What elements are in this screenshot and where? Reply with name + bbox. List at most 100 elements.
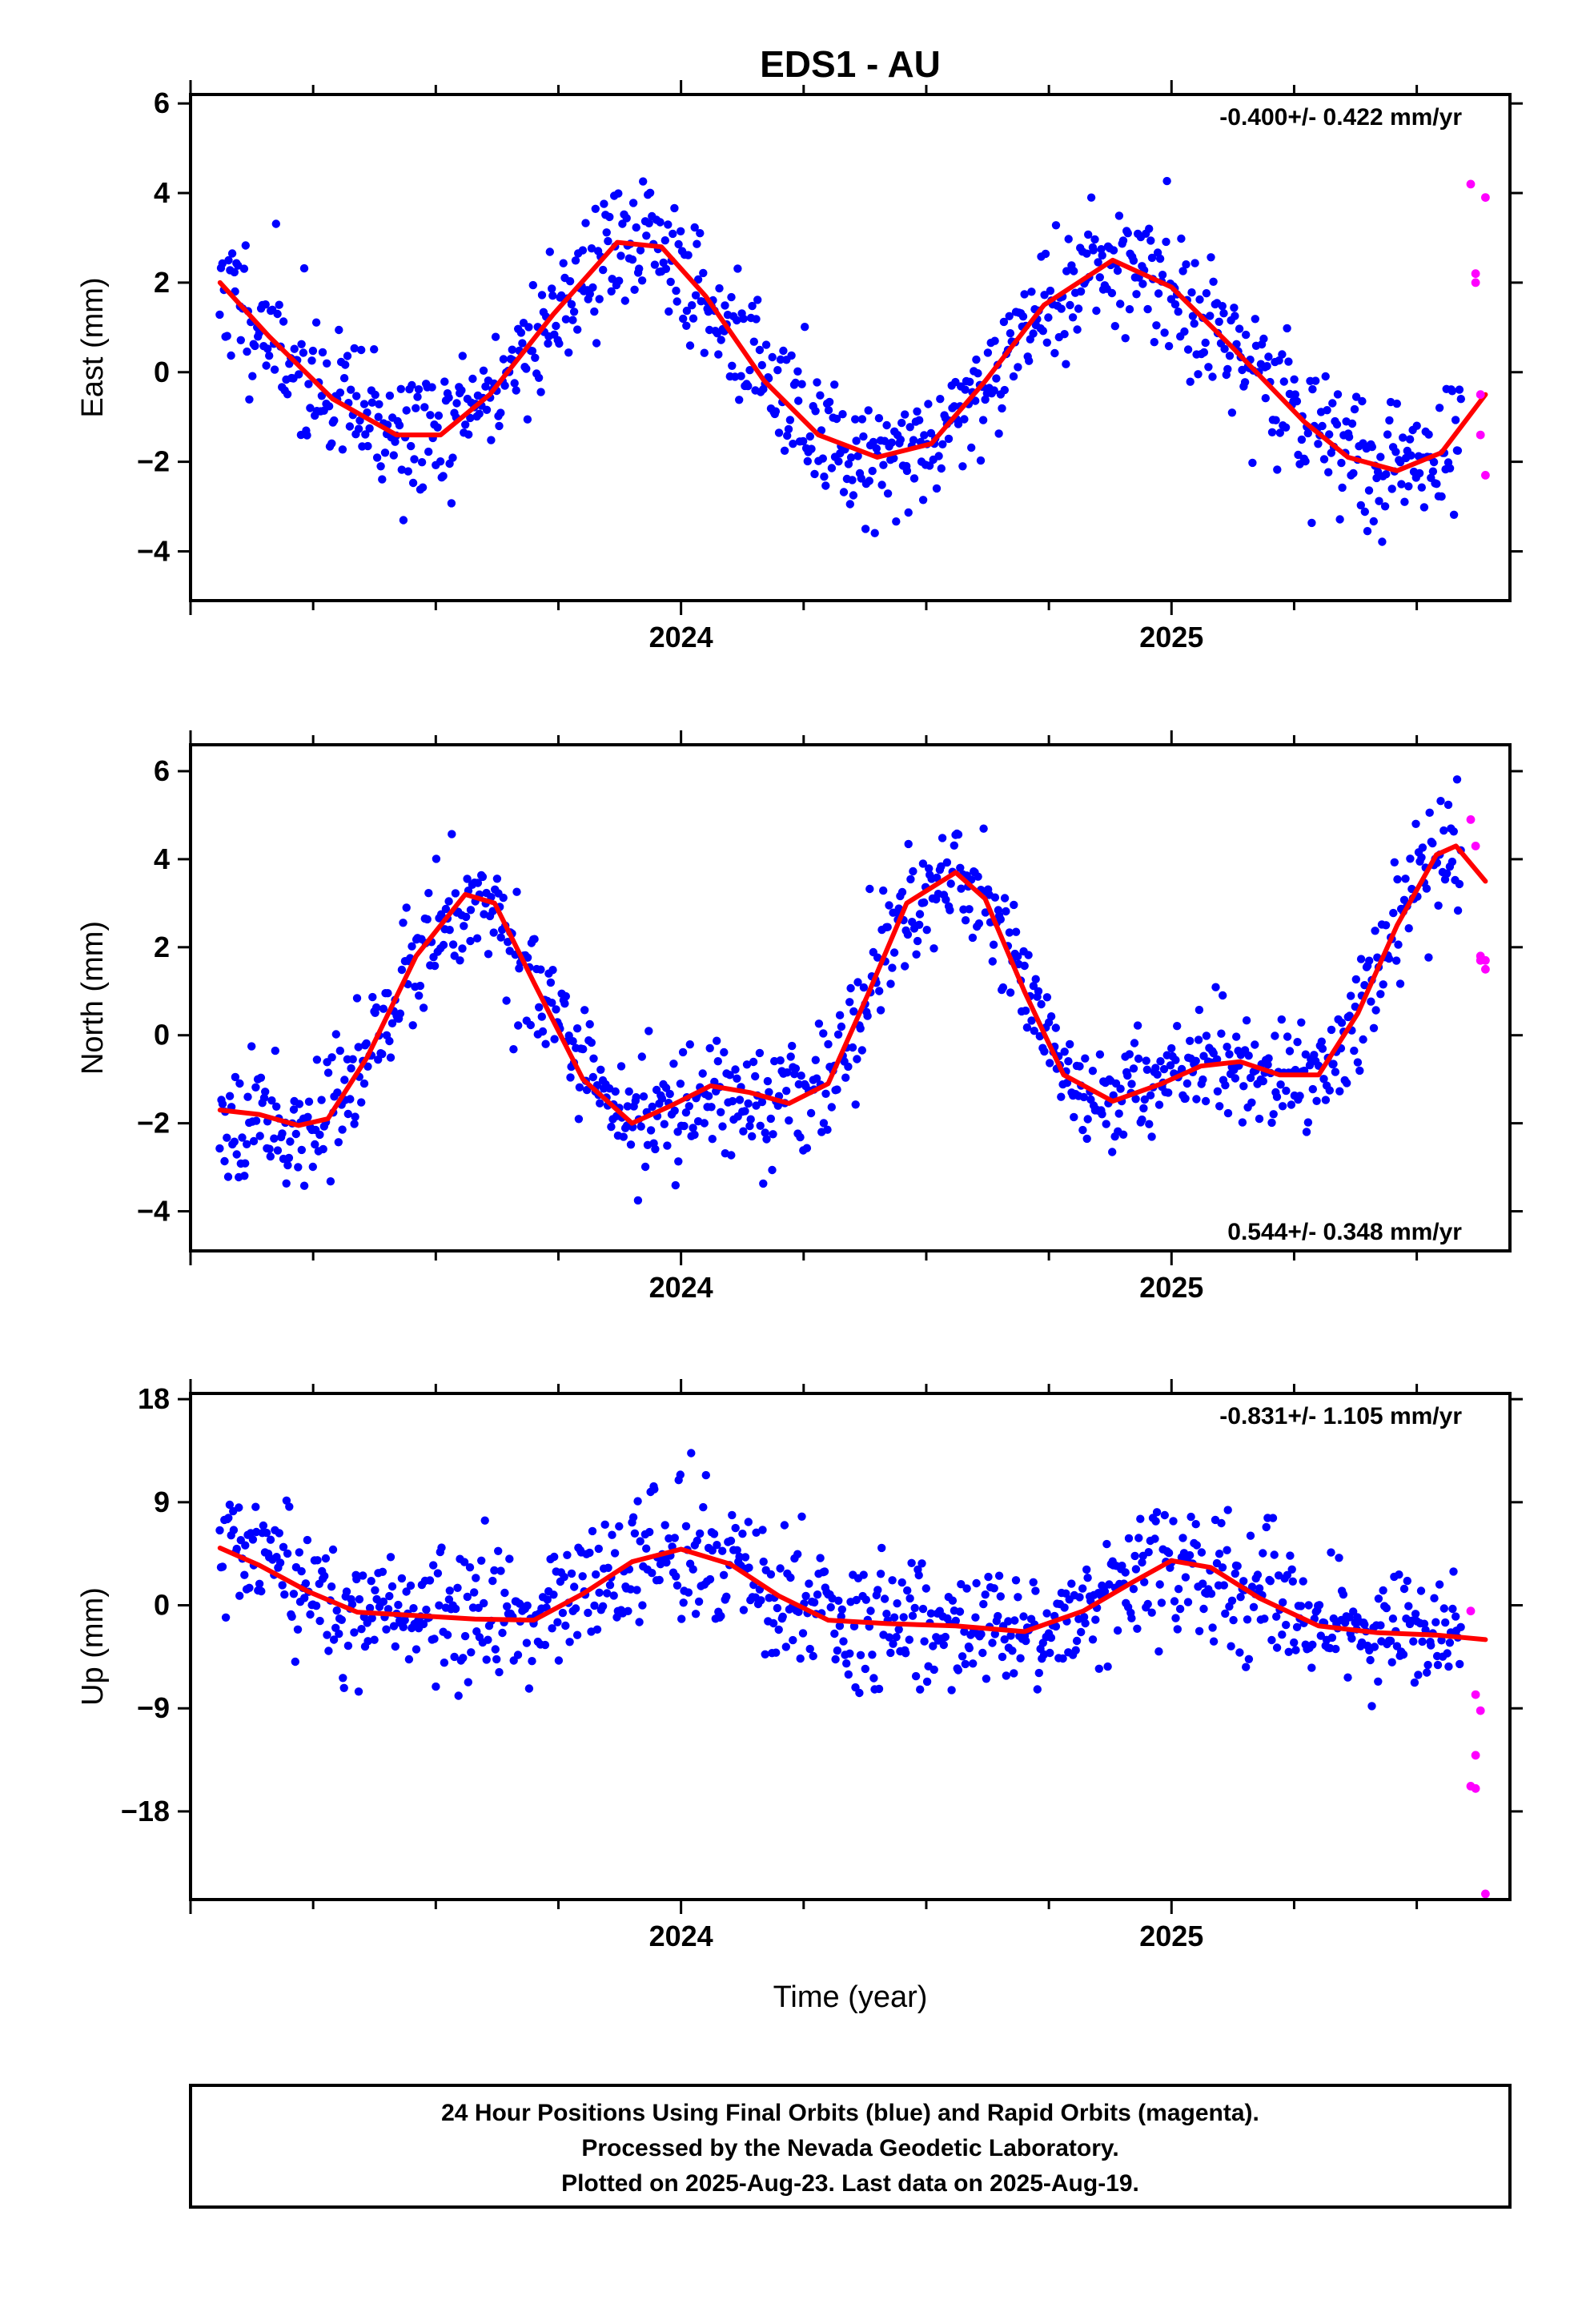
final-orbit-point: [394, 1600, 403, 1610]
plot-frame: [189, 1392, 1512, 1901]
final-orbit-point: [713, 1057, 722, 1066]
final-orbit-point: [1335, 1087, 1344, 1096]
final-orbit-point: [1359, 1035, 1367, 1044]
final-orbit-point: [1132, 290, 1141, 299]
final-orbit-point: [1084, 230, 1093, 239]
final-orbit-point: [453, 1583, 462, 1593]
final-orbit-point: [230, 1137, 239, 1146]
final-orbit-point: [922, 926, 931, 935]
final-orbit-point: [273, 309, 282, 319]
final-orbit-point: [512, 887, 521, 896]
final-orbit-point: [505, 1554, 514, 1563]
final-orbit-point: [531, 353, 540, 362]
final-orbit-point: [733, 1546, 741, 1555]
velocity-label: -0.831+/- 1.105 mm/yr: [1219, 1403, 1462, 1429]
final-orbit-point: [1004, 1617, 1013, 1626]
final-orbit-point: [245, 395, 254, 404]
final-orbit-point: [1248, 458, 1257, 468]
final-orbit-point: [821, 1089, 830, 1099]
final-orbit-point: [1051, 1622, 1061, 1631]
final-orbit-point: [572, 1630, 582, 1639]
final-orbit-point: [1235, 1648, 1244, 1657]
final-orbit-point: [677, 1614, 686, 1623]
final-orbit-point: [864, 406, 873, 415]
final-orbit-point: [1414, 1671, 1423, 1679]
final-orbit-point: [731, 1523, 740, 1533]
final-orbit-point: [1399, 433, 1407, 442]
final-orbit-point: [396, 1009, 405, 1018]
final-orbit-point: [1247, 1582, 1257, 1591]
final-orbit-series: [215, 775, 1465, 1205]
final-orbit-point: [954, 1666, 963, 1675]
final-orbit-point: [279, 1542, 288, 1552]
final-orbit-point: [460, 1558, 469, 1566]
final-orbit-point: [1073, 325, 1082, 334]
final-orbit-point: [1070, 267, 1078, 275]
final-orbit-point: [458, 352, 467, 360]
final-orbit-point: [849, 1007, 858, 1016]
final-orbit-point: [1337, 1019, 1347, 1027]
final-orbit-point: [888, 963, 897, 972]
final-orbit-point: [295, 370, 303, 379]
final-orbit-point: [1318, 421, 1327, 431]
final-orbit-point: [938, 440, 947, 448]
final-orbit-point: [918, 1604, 928, 1614]
final-orbit-point: [550, 1035, 559, 1043]
final-orbit-point: [693, 239, 701, 248]
final-orbit-point: [849, 1622, 859, 1631]
final-orbit-point: [1287, 1100, 1296, 1109]
final-orbit-point: [1227, 1596, 1237, 1606]
final-orbit-point: [338, 1125, 347, 1134]
final-orbit-point: [674, 1157, 683, 1166]
final-orbit-point: [722, 1592, 731, 1602]
final-orbit-point: [1113, 266, 1122, 275]
final-orbit-point: [389, 451, 398, 460]
final-orbit-point: [266, 1535, 275, 1544]
final-orbit-point: [1094, 1664, 1104, 1673]
final-orbit-point: [265, 352, 274, 360]
final-orbit-point: [334, 1138, 343, 1147]
final-orbit-point: [1351, 392, 1361, 401]
final-orbit-point: [988, 1638, 997, 1647]
final-orbit-point: [718, 1122, 727, 1131]
y-tick-label: 4: [154, 842, 170, 875]
final-orbit-point: [218, 1100, 227, 1108]
final-orbit-point: [870, 529, 879, 537]
final-orbit-point: [709, 1530, 719, 1538]
final-orbit-point: [218, 259, 227, 268]
final-orbit-point: [335, 388, 345, 397]
final-orbit-point: [1388, 1614, 1398, 1623]
final-orbit-point: [1079, 1092, 1089, 1102]
final-orbit-point: [1171, 1055, 1180, 1064]
final-orbit-point: [984, 1572, 993, 1582]
final-orbit-point: [1182, 1079, 1192, 1088]
final-orbit-point: [904, 839, 913, 849]
final-orbit-point: [825, 397, 834, 407]
final-orbit-point: [648, 1102, 656, 1112]
final-orbit-point: [1109, 1091, 1118, 1100]
final-orbit-point: [1385, 416, 1394, 425]
final-orbit-point: [1453, 446, 1463, 455]
final-orbit-point: [974, 919, 984, 928]
final-orbit-point: [1370, 1642, 1379, 1651]
final-orbit-point: [1321, 1096, 1331, 1104]
final-orbit-point: [1376, 1621, 1385, 1630]
final-orbit-point: [809, 1651, 817, 1661]
final-orbit-point: [1384, 954, 1394, 963]
final-orbit-point: [960, 415, 969, 424]
final-orbit-point: [1318, 1044, 1327, 1053]
final-orbit-point: [301, 1579, 311, 1588]
final-orbit-point: [437, 1543, 446, 1552]
final-orbit-point: [1347, 991, 1355, 1000]
final-orbit-point: [642, 231, 651, 240]
final-orbit-point: [766, 1114, 775, 1124]
final-orbit-point: [759, 1557, 768, 1566]
final-orbit-point: [848, 476, 857, 485]
final-orbit-point: [1389, 908, 1398, 918]
final-orbit-point: [265, 1144, 274, 1153]
final-orbit-point: [1407, 451, 1415, 460]
final-orbit-point: [363, 1062, 372, 1072]
final-orbit-point: [1448, 1604, 1457, 1614]
final-orbit-point: [1374, 1677, 1383, 1686]
